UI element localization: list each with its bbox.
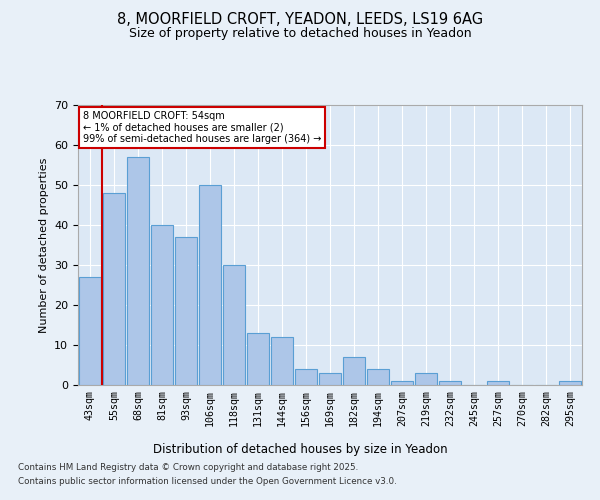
Text: 8 MOORFIELD CROFT: 54sqm
← 1% of detached houses are smaller (2)
99% of semi-det: 8 MOORFIELD CROFT: 54sqm ← 1% of detache… (83, 110, 322, 144)
Bar (559, 381, 581, 385)
Bar (391, 381, 413, 385)
Bar (175, 237, 197, 385)
Bar (151, 225, 173, 385)
Bar (127, 157, 149, 385)
Text: Distribution of detached houses by size in Yeadon: Distribution of detached houses by size … (152, 442, 448, 456)
Bar (223, 265, 245, 385)
Bar (439, 381, 461, 385)
Text: Size of property relative to detached houses in Yeadon: Size of property relative to detached ho… (128, 28, 472, 40)
Y-axis label: Number of detached properties: Number of detached properties (38, 158, 49, 332)
Bar (415, 373, 437, 385)
Text: 8, MOORFIELD CROFT, YEADON, LEEDS, LS19 6AG: 8, MOORFIELD CROFT, YEADON, LEEDS, LS19 … (117, 12, 483, 28)
Bar (103, 193, 125, 385)
Text: Contains public sector information licensed under the Open Government Licence v3: Contains public sector information licen… (18, 477, 397, 486)
Bar (247, 333, 269, 385)
Bar (295, 369, 317, 385)
Bar (343, 357, 365, 385)
Bar (319, 373, 341, 385)
Bar (199, 185, 221, 385)
Bar (79, 277, 101, 385)
Bar (271, 337, 293, 385)
Bar (367, 369, 389, 385)
Text: Contains HM Land Registry data © Crown copyright and database right 2025.: Contains HM Land Registry data © Crown c… (18, 464, 358, 472)
Bar (487, 381, 509, 385)
